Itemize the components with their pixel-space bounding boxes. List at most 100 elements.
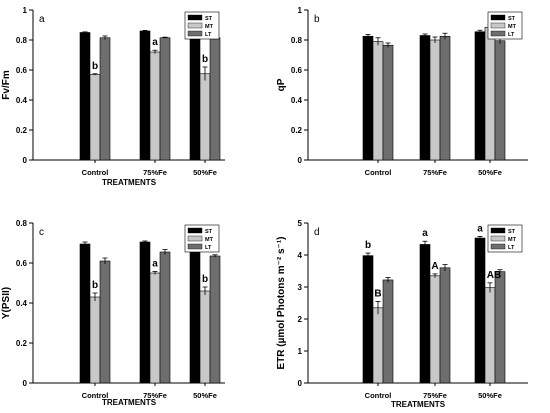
bar-lt — [494, 271, 506, 384]
bar-lt — [382, 279, 394, 384]
x-tick-label: 75%Fe — [423, 168, 447, 177]
y-tick-label: 5 — [298, 219, 303, 228]
bar-st — [362, 255, 374, 384]
significance-letter: AB — [487, 270, 501, 281]
legend-label: LT — [508, 32, 515, 38]
y-axis-label: Y(PSII) — [1, 287, 12, 319]
significance-letter: b — [202, 274, 208, 285]
panel-letter: c — [39, 227, 44, 238]
significance-letter: b — [202, 54, 208, 65]
y-tick-label: 4 — [298, 251, 303, 260]
bar-mt — [372, 41, 384, 161]
legend-label: MT — [508, 24, 517, 30]
x-tick-label: 50%Fe — [478, 168, 502, 177]
bar-st — [139, 30, 151, 161]
legend-swatch-lt — [187, 30, 203, 37]
bar-mt — [89, 74, 101, 161]
legend-label: ST — [508, 16, 516, 22]
y-tick-label: 1 — [23, 6, 28, 15]
y-tick-label: 1 — [298, 347, 303, 356]
legend-swatch-st — [187, 14, 203, 21]
bar-mt — [429, 39, 441, 161]
legend-swatch-st — [490, 227, 506, 234]
bar-lt — [159, 37, 171, 161]
bar-lt — [494, 40, 506, 161]
legend-swatch-lt — [490, 30, 506, 37]
y-tick-label: 0.6 — [16, 66, 28, 75]
bar-lt — [439, 35, 451, 161]
legend-label: MT — [205, 237, 214, 243]
bar-mt — [149, 272, 161, 384]
y-tick-label: 0.4 — [16, 299, 28, 308]
significance-letter: b — [92, 280, 98, 291]
chart-panel-c: 0 0.2 0.4 0.6 0.8 Y(PSII) c Control 75%Fe 50%Fe b a… — [1, 219, 225, 407]
legend-label: ST — [508, 229, 516, 235]
legend-swatch-st — [490, 14, 506, 21]
y-tick-label: 0.8 — [16, 36, 28, 45]
significance-letter: a — [422, 228, 428, 239]
y-tick-label: 0 — [298, 379, 303, 388]
bar-mt — [484, 287, 496, 384]
y-tick-label: 0.8 — [16, 219, 28, 228]
x-tick-label: 75%Fe — [143, 391, 167, 400]
bar-st — [474, 31, 486, 161]
panel-letter: b — [314, 14, 320, 25]
significance-letter: a — [477, 223, 483, 234]
x-tick-label: 50%Fe — [193, 168, 217, 177]
x-axis-label: TREATMENTS — [102, 398, 157, 407]
significance-letter: b — [92, 61, 98, 72]
bar-lt — [159, 251, 171, 384]
legend-swatch-st — [187, 227, 203, 234]
bar-lt — [382, 44, 394, 161]
legend-label: ST — [205, 229, 213, 235]
x-tick-label: Control — [365, 391, 392, 400]
panel-letter: a — [39, 14, 45, 25]
legend: ST MT LT — [184, 11, 220, 40]
significance-letter: A — [431, 261, 438, 272]
bar-lt — [99, 260, 111, 384]
legend-swatch-mt — [490, 235, 506, 242]
bar-st — [189, 237, 201, 384]
panel-letter: d — [314, 227, 320, 238]
bar-mt — [429, 275, 441, 384]
bar-st — [362, 35, 374, 161]
legend-label: MT — [205, 24, 214, 30]
bar-st — [79, 243, 91, 384]
legend-label: LT — [508, 245, 515, 251]
y-tick-label: 0.4 — [291, 96, 303, 105]
y-tick-label: 0.2 — [291, 126, 303, 135]
legend-label: LT — [205, 32, 212, 38]
legend: ST MT LT — [184, 224, 220, 253]
x-tick-label: Control — [82, 168, 109, 177]
x-tick-label: Control — [82, 391, 109, 400]
y-tick-label: 3 — [298, 283, 303, 292]
legend: ST MT LT — [487, 224, 523, 253]
y-tick-label: 0.4 — [16, 96, 28, 105]
x-axis-label: TREATMENTS — [102, 178, 157, 187]
bar-st — [419, 244, 431, 384]
legend-swatch-mt — [490, 22, 506, 29]
bar-lt — [439, 267, 451, 384]
y-axis-label: ETR (µmol Photons m⁻² s⁻¹) — [276, 237, 287, 370]
y-axis-label: qP — [276, 78, 287, 91]
x-axis-label: TREATMENTS — [391, 400, 446, 409]
bar-mt — [484, 26, 496, 161]
bar-mt — [89, 296, 101, 384]
x-tick-label: 50%Fe — [193, 391, 217, 400]
legend-label: MT — [508, 237, 517, 243]
chart-panel-d: 0 1 2 3 4 5 ETR (µmol Photons m⁻² s⁻¹) d Control… — [276, 219, 528, 409]
bar-lt — [99, 37, 111, 161]
chart-panel-a: 0 0.2 0.4 0.6 0.8 1 Fv/Fm a Control 75%Fe 50%Fe b a b… — [1, 6, 225, 187]
chart-panel-b: 0 0.2 0.4 0.6 0.8 1 qP b Control 75%Fe 50%Fe ST MT LT — [276, 6, 528, 177]
y-tick-label: 0 — [298, 156, 303, 165]
bar-lt — [209, 37, 221, 161]
y-tick-label: 2 — [298, 315, 303, 324]
legend-swatch-lt — [490, 243, 506, 250]
y-tick-label: 0.8 — [291, 36, 303, 45]
y-tick-label: 0.2 — [16, 126, 28, 135]
legend-label: LT — [205, 245, 212, 251]
significance-letter: B — [374, 288, 381, 299]
y-tick-label: 0.6 — [291, 66, 303, 75]
bar-lt — [209, 255, 221, 384]
